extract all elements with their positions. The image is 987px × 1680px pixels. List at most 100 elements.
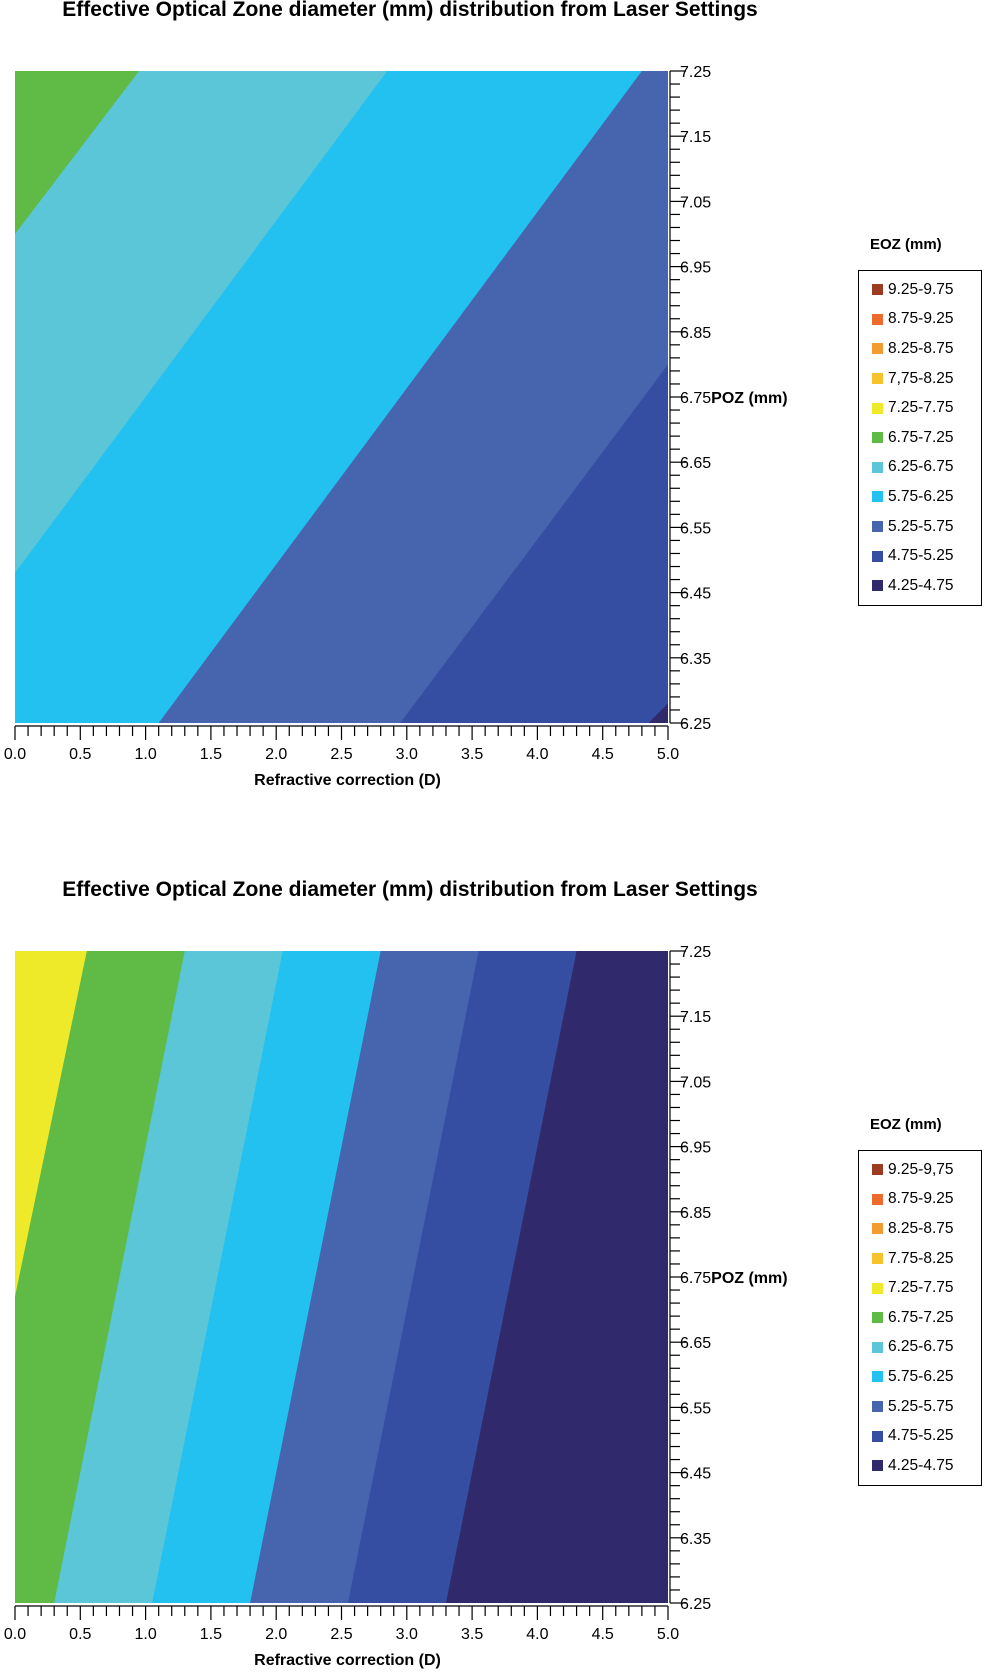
chart-title: Effective Optical Zone diameter (mm) dis… — [62, 878, 758, 901]
legend-label: 7.25-7.75 — [888, 399, 954, 417]
legend-item: 4.25-4.75 — [859, 1451, 981, 1481]
x-tick-label: 2.5 — [330, 1626, 352, 1643]
legend-swatch — [872, 1371, 883, 1383]
legend-swatch — [872, 461, 883, 473]
legend-item: 6.75-7.25 — [859, 423, 981, 453]
x-tick-label: 3.0 — [396, 746, 418, 763]
legend-label: 4.75-5.25 — [888, 547, 954, 565]
legend-item: 7,75-8.25 — [859, 364, 981, 394]
legend-label: 6.75-7.25 — [888, 1308, 954, 1326]
legend-swatch — [872, 1401, 883, 1413]
eoz-band-4.25 — [648, 703, 668, 723]
legend-item: 6.25-6.75 — [859, 453, 981, 483]
legend-label: 4.75-5.25 — [888, 1427, 954, 1445]
legend-swatch — [872, 1430, 883, 1442]
x-axis-label: Refractive correction (D) — [254, 1652, 441, 1669]
x-tick-label: 5.0 — [657, 1626, 679, 1643]
legend-swatch — [872, 1223, 883, 1235]
legend-title: EOZ (mm) — [870, 1116, 942, 1133]
y-tick-label: 6.55 — [680, 520, 711, 537]
legend-label: 7.75-8.25 — [888, 1249, 954, 1267]
legend-swatch — [872, 550, 883, 562]
legend-swatch — [872, 313, 883, 325]
legend-label: 7,75-8.25 — [888, 369, 954, 387]
legend-item: 6.25-6.75 — [859, 1333, 981, 1363]
eoz-band-4.25 — [445, 951, 668, 1603]
legend-label: 5.25-5.75 — [888, 517, 954, 535]
legend-item: 8.75-9.25 — [859, 305, 981, 335]
legend-label: 5.75-6.25 — [888, 1367, 954, 1385]
legend-label: 5.75-6.25 — [888, 487, 954, 505]
x-tick-label: 4.0 — [526, 1626, 548, 1643]
legend-label: 7.25-7.75 — [888, 1279, 954, 1297]
x-tick-label: 3.5 — [461, 746, 483, 763]
x-tick-label: 1.0 — [134, 746, 156, 763]
y-tick-label: 6.75POZ (mm) — [680, 390, 788, 407]
legend-label: 9.25-9,75 — [888, 1160, 954, 1178]
x-axis-label: Refractive correction (D) — [254, 772, 441, 789]
legend-swatch — [872, 521, 883, 533]
legend-item: 4.75-5.25 — [859, 541, 981, 571]
legend-swatch — [872, 1253, 883, 1265]
x-tick-label: 2.0 — [265, 1626, 287, 1643]
legend-swatch — [872, 580, 883, 592]
legend-swatch — [872, 491, 883, 503]
y-tick-label: 6.25 — [680, 716, 711, 733]
x-tick-label: 5.0 — [657, 746, 679, 763]
y-axis-label: POZ (mm) — [711, 390, 787, 407]
x-tick-label: 0.5 — [69, 1626, 91, 1643]
y-tick-label: 6.55 — [680, 1400, 711, 1417]
legend-item: 5.25-5.75 — [859, 1392, 981, 1422]
y-tick-label: 6.35 — [680, 1531, 711, 1548]
legend-swatch — [872, 1282, 883, 1294]
y-tick-label: 6.65 — [680, 1335, 711, 1352]
legend-label: 6.75-7.25 — [888, 428, 954, 446]
eoz-band-4.75 — [400, 364, 668, 723]
legend-swatch — [872, 1341, 883, 1353]
y-tick-label: 6.85 — [680, 1205, 711, 1222]
x-tick-label: 2.5 — [330, 746, 352, 763]
x-tick-label: 4.0 — [526, 746, 548, 763]
y-tick-label: 7.25 — [680, 64, 711, 81]
legend-item: 8.25-8.75 — [859, 334, 981, 364]
legend-item: 9.25-9.75 — [859, 275, 981, 305]
x-tick-label: 0.0 — [4, 1626, 26, 1643]
x-tick-label: 3.5 — [461, 1626, 483, 1643]
legend-label: 9.25-9.75 — [888, 280, 954, 298]
y-tick-label: 7.05 — [680, 194, 711, 211]
legend-title: EOZ (mm) — [870, 236, 942, 253]
eoz-chart-bottom: Effective Optical Zone diameter (mm) dis… — [0, 878, 987, 1680]
legend-label: 4.25-4.75 — [888, 1456, 954, 1474]
contour-plot: 0.0 0.5 1.0 1.5 2.0 2.5 3.0 3.5 4.0 4.5 5.0 Refract… — [4, 64, 788, 789]
legend-item: 8.25-8.75 — [859, 1214, 981, 1244]
y-tick-label: 7.15 — [680, 1009, 711, 1026]
x-tick-label: 3.0 — [396, 1626, 418, 1643]
legend-item: 5.25-5.75 — [859, 512, 981, 542]
legend-label: 6.25-6.75 — [888, 1338, 954, 1356]
x-tick-label: 0.0 — [4, 746, 26, 763]
x-tick-label: 2.0 — [265, 746, 287, 763]
legend-label: 4.25-4.75 — [888, 576, 954, 594]
chart-title: Effective Optical Zone diameter (mm) dis… — [62, 0, 758, 21]
y-axis-label: POZ (mm) — [711, 1270, 787, 1287]
y-tick-label: 6.45 — [680, 586, 711, 603]
legend-item: 4.75-5.25 — [859, 1421, 981, 1451]
legend-item: 6.75-7.25 — [859, 1303, 981, 1333]
legend-swatch — [872, 1312, 883, 1324]
y-tick-label: 6.85 — [680, 325, 711, 342]
legend-label: 6.25-6.75 — [888, 458, 954, 476]
legend-swatch — [872, 1460, 883, 1472]
legend-item: 7.75-8.25 — [859, 1244, 981, 1274]
eoz-chart-top: Effective Optical Zone diameter (mm) dis… — [0, 0, 987, 800]
legend-label: 5.25-5.75 — [888, 1397, 954, 1415]
y-tick-label: 6.75POZ (mm) — [680, 1270, 788, 1287]
legend: 9.25-9,75 8.75-9.25 8.25-8.75 7.75-8.25 7.25… — [858, 1150, 982, 1486]
legend-item: 5.75-6.25 — [859, 482, 981, 512]
contour-plot: 0.0 0.5 1.0 1.5 2.0 2.5 3.0 3.5 4.0 4.5 5.0 Refract… — [4, 944, 788, 1669]
x-tick-label: 1.5 — [200, 746, 222, 763]
x-tick-label: 4.5 — [592, 746, 614, 763]
legend-swatch — [872, 343, 883, 355]
legend-label: 8.75-9.25 — [888, 310, 954, 328]
legend-swatch — [872, 1164, 883, 1176]
legend-item: 9.25-9,75 — [859, 1155, 981, 1185]
